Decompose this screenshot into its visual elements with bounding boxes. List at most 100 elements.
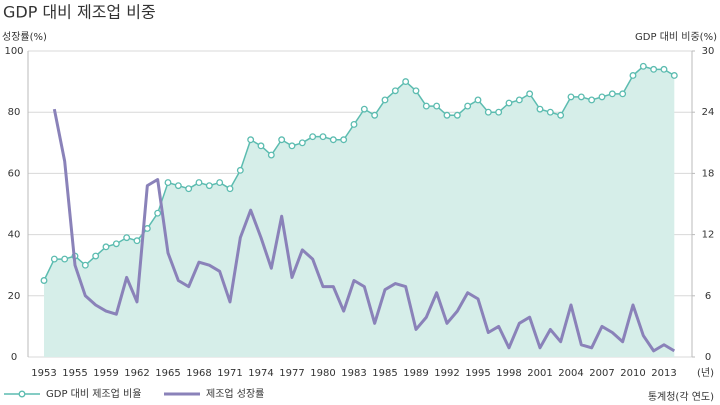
point xyxy=(247,136,255,144)
point xyxy=(588,96,596,104)
point xyxy=(309,133,317,141)
y2-tick-label: 6 xyxy=(705,291,711,302)
point xyxy=(402,78,410,86)
area xyxy=(44,66,675,358)
point xyxy=(350,120,358,128)
point xyxy=(670,72,678,79)
point xyxy=(515,96,523,104)
point xyxy=(443,111,451,119)
point xyxy=(174,182,182,190)
x-tick-label: 1965 xyxy=(155,368,180,379)
x-tick-label: 2013 xyxy=(651,368,676,379)
point xyxy=(205,182,213,190)
x-tick-label: 1974 xyxy=(248,368,273,379)
x-tick-label: 1995 xyxy=(465,368,490,379)
point xyxy=(422,102,430,110)
point xyxy=(61,255,69,263)
point xyxy=(236,166,244,174)
point xyxy=(608,90,616,98)
point xyxy=(92,252,100,260)
point xyxy=(629,72,637,79)
x-tick-label: 2007 xyxy=(589,368,614,379)
y-tick-label: 0 xyxy=(11,352,17,363)
legend-marker xyxy=(18,390,26,398)
point xyxy=(329,136,337,144)
x-tick-label: 1980 xyxy=(310,368,335,379)
x-tick-label: 2001 xyxy=(527,368,552,379)
point xyxy=(484,108,492,116)
point xyxy=(226,185,234,193)
point xyxy=(495,108,503,116)
point xyxy=(536,105,544,113)
point xyxy=(50,255,58,263)
x-tick-label: 1998 xyxy=(496,368,521,379)
y2-axis-label: GDP 대비 비중(%) xyxy=(635,31,717,43)
point xyxy=(391,87,399,95)
y2-tick-label: 0 xyxy=(705,352,711,363)
x-tick-label: 2004 xyxy=(558,368,583,379)
point xyxy=(164,179,172,187)
x-tick-label: 2010 xyxy=(620,368,645,379)
point xyxy=(123,234,131,242)
x-tick-label: 1983 xyxy=(341,368,366,379)
point xyxy=(288,142,296,150)
y-tick-label: 40 xyxy=(8,230,21,241)
point xyxy=(650,65,658,73)
chart-title: GDP 대비 제조업 비중 xyxy=(3,3,156,22)
point xyxy=(185,185,193,193)
y2-tick-label: 24 xyxy=(702,107,715,118)
point xyxy=(433,102,441,110)
point xyxy=(474,96,482,104)
line xyxy=(52,108,676,353)
point xyxy=(639,62,647,70)
point xyxy=(660,65,668,73)
y-tick-label: 60 xyxy=(8,168,21,179)
point xyxy=(257,142,265,150)
y2-tick-label: 12 xyxy=(702,230,715,241)
point xyxy=(577,93,585,101)
point xyxy=(40,277,48,284)
point xyxy=(546,108,554,116)
legend-label: 제조업 성장률 xyxy=(206,387,264,400)
x-tick-label: 1989 xyxy=(403,368,428,379)
legend-label: GDP 대비 제조업 비율 xyxy=(46,387,141,400)
x-tick-label: 1985 xyxy=(372,368,397,379)
point xyxy=(360,105,368,113)
point xyxy=(154,209,162,217)
point xyxy=(464,102,472,110)
x-tick-label: 1968 xyxy=(186,368,211,379)
x-tick-label: 1971 xyxy=(217,368,242,379)
x-tick-label: 1955 xyxy=(62,368,87,379)
x-tick-label: 1977 xyxy=(279,368,304,379)
point xyxy=(143,225,151,232)
y-axis-label: 성장률(%) xyxy=(2,31,47,43)
point xyxy=(557,111,565,119)
point xyxy=(278,136,286,144)
point xyxy=(81,261,89,269)
point xyxy=(453,111,461,119)
point xyxy=(340,136,348,144)
point xyxy=(598,93,606,101)
point xyxy=(195,179,203,187)
source: 통계청(각 연도) xyxy=(648,391,714,403)
y2-tick-label: 30 xyxy=(702,46,715,57)
y-tick-label: 20 xyxy=(8,291,21,302)
point xyxy=(619,90,627,98)
point xyxy=(371,111,379,119)
point xyxy=(267,151,275,159)
point xyxy=(505,99,513,107)
y-tick-label: 80 xyxy=(8,107,21,118)
x-tick-label: 1962 xyxy=(124,368,149,379)
point xyxy=(133,237,141,245)
point xyxy=(298,139,306,147)
point xyxy=(112,240,120,248)
y2-tick-label: 18 xyxy=(702,168,715,179)
y-tick-label: 100 xyxy=(4,46,23,57)
x-axis-label: (년) xyxy=(697,367,714,379)
point xyxy=(216,179,224,187)
point xyxy=(319,133,327,141)
x-tick-label: 1992 xyxy=(434,368,459,379)
x-tick-label: 1953 xyxy=(31,368,56,379)
point xyxy=(412,87,420,95)
